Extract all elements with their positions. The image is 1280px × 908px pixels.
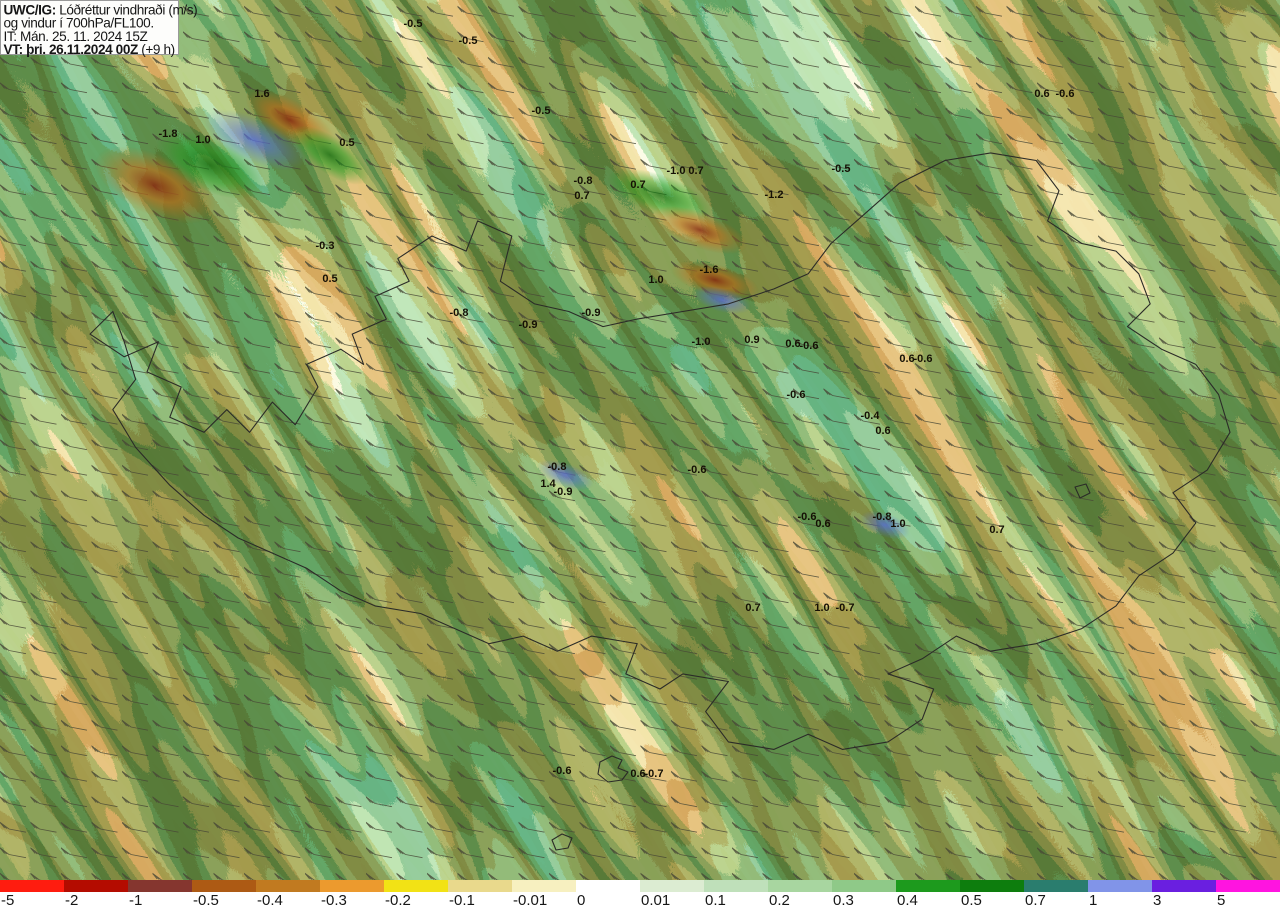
svg-text:VT: þri. 26.11.2024 00Z (+9 h): VT: þri. 26.11.2024 00Z (+9 h) (4, 42, 175, 57)
svg-text:1.0: 1.0 (195, 134, 210, 146)
svg-text:-0.7: -0.7 (645, 768, 664, 780)
svg-text:3: 3 (1153, 892, 1161, 908)
svg-text:0: 0 (577, 892, 585, 908)
svg-text:-0.8: -0.8 (873, 511, 892, 523)
svg-text:0.4: 0.4 (897, 892, 918, 908)
svg-text:-0.5: -0.5 (193, 892, 219, 908)
svg-text:-1.0: -1.0 (692, 336, 711, 348)
svg-text:0.01: 0.01 (641, 892, 670, 908)
svg-text:0.6: 0.6 (630, 768, 645, 780)
svg-text:-0.6: -0.6 (1056, 88, 1075, 100)
svg-text:-0.6: -0.6 (798, 511, 817, 523)
svg-text:-0.7: -0.7 (836, 602, 855, 614)
svg-text:0.2: 0.2 (769, 892, 790, 908)
svg-text:-0.8: -0.8 (450, 307, 469, 319)
svg-text:-0.5: -0.5 (459, 35, 478, 47)
svg-text:-0.4: -0.4 (861, 410, 881, 422)
svg-text:0.7: 0.7 (989, 524, 1004, 536)
svg-text:1.0: 1.0 (890, 518, 905, 530)
svg-text:0.6: 0.6 (815, 518, 830, 530)
svg-text:-0.5: -0.5 (404, 18, 423, 30)
svg-text:-1.6: -1.6 (700, 264, 719, 276)
svg-text:1: 1 (1089, 892, 1097, 908)
svg-text:0.6: 0.6 (875, 425, 890, 437)
svg-text:-0.2: -0.2 (385, 892, 411, 908)
svg-text:-0.9: -0.9 (582, 307, 601, 319)
svg-text:-0.8: -0.8 (574, 175, 593, 187)
svg-text:-0.8: -0.8 (548, 461, 567, 473)
svg-text:-0.3: -0.3 (316, 240, 335, 252)
svg-text:1.6: 1.6 (254, 88, 269, 100)
svg-text:-5: -5 (1, 892, 14, 908)
svg-text:-0.5: -0.5 (832, 163, 851, 175)
svg-text:1.0: 1.0 (648, 274, 663, 286)
svg-text:0.7: 0.7 (574, 190, 589, 202)
svg-text:-1.0: -1.0 (667, 165, 686, 177)
svg-text:0.7: 0.7 (745, 602, 760, 614)
svg-text:1.0: 1.0 (814, 602, 829, 614)
svg-text:0.7: 0.7 (688, 165, 703, 177)
svg-text:0.6: 0.6 (899, 353, 914, 365)
svg-text:0.3: 0.3 (833, 892, 854, 908)
svg-text:0.1: 0.1 (705, 892, 726, 908)
svg-text:-0.6: -0.6 (553, 765, 572, 777)
svg-text:-0.6: -0.6 (787, 389, 806, 401)
svg-text:-1.8: -1.8 (159, 128, 178, 140)
svg-text:0.5: 0.5 (339, 137, 354, 149)
svg-text:0.6: 0.6 (1034, 88, 1049, 100)
svg-text:-0.6: -0.6 (688, 464, 707, 476)
svg-text:-0.6: -0.6 (800, 340, 819, 352)
svg-text:0.7: 0.7 (630, 179, 645, 191)
svg-text:0.6: 0.6 (785, 338, 800, 350)
svg-text:0.5: 0.5 (322, 273, 337, 285)
svg-text:0.5: 0.5 (961, 892, 982, 908)
svg-text:0.9: 0.9 (744, 334, 759, 346)
svg-text:-1.2: -1.2 (765, 189, 784, 201)
svg-text:-0.3: -0.3 (321, 892, 347, 908)
svg-text:-1: -1 (129, 892, 142, 908)
svg-text:5: 5 (1217, 892, 1225, 908)
svg-text:0.7: 0.7 (1025, 892, 1046, 908)
svg-text:-0.6: -0.6 (914, 353, 933, 365)
svg-text:-0.9: -0.9 (554, 486, 573, 498)
svg-text:-0.01: -0.01 (513, 892, 547, 908)
svg-text:-0.9: -0.9 (519, 319, 538, 331)
svg-text:-2: -2 (65, 892, 78, 908)
svg-text:-0.5: -0.5 (532, 105, 551, 117)
svg-text:-0.1: -0.1 (449, 892, 475, 908)
svg-text:-0.4: -0.4 (257, 892, 283, 908)
